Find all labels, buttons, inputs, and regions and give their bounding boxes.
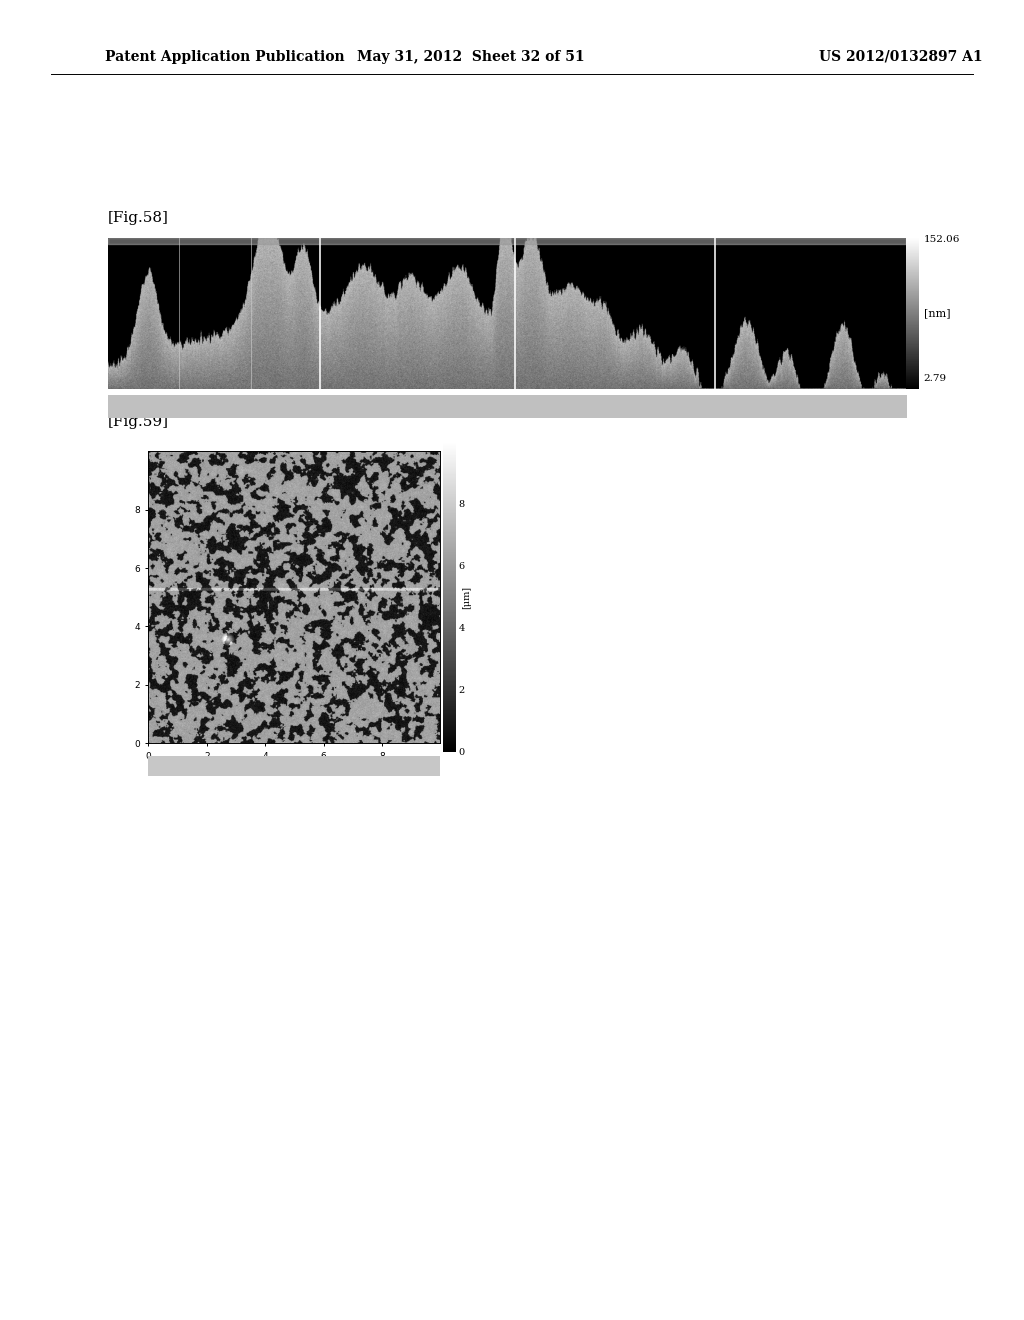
Text: 8: 8 [459,500,465,508]
Text: 6: 6 [459,562,465,570]
Text: May 31, 2012  Sheet 32 of 51: May 31, 2012 Sheet 32 of 51 [357,50,585,63]
X-axis label: [μm]: [μm] [282,766,307,776]
Text: 0: 0 [108,405,114,414]
Text: Patent Application Publication: Patent Application Publication [105,50,345,63]
Text: [nm]: [nm] [924,309,950,318]
Text: [Fig.58]: [Fig.58] [108,211,168,224]
Text: [Fig.59]: [Fig.59] [108,416,169,429]
Text: 2993.080: 2993.080 [857,405,906,414]
Text: 2.79: 2.79 [924,374,947,383]
Text: [μm]: [μm] [463,586,471,609]
Text: [nm]: [nm] [495,405,519,414]
Text: 0: 0 [459,748,465,756]
Text: 2: 2 [459,686,465,694]
Text: 152.06: 152.06 [924,235,961,244]
Text: US 2012/0132897 A1: US 2012/0132897 A1 [819,50,983,63]
Text: 4: 4 [459,624,465,632]
